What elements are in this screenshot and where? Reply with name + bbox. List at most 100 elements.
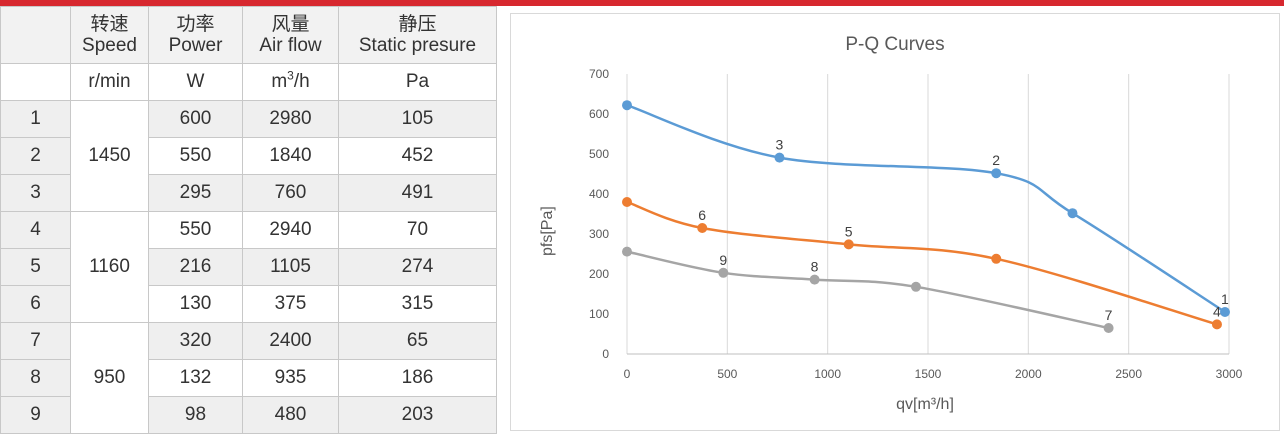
static-cell: 70 bbox=[338, 211, 497, 249]
unit-speed: r/min bbox=[70, 63, 149, 101]
static-cell: 203 bbox=[338, 396, 497, 434]
unit-power: W bbox=[148, 63, 243, 101]
y-tick-label: 300 bbox=[589, 227, 609, 241]
header-speed: 转速 Speed bbox=[70, 6, 149, 64]
speed-group-cell: 1160 bbox=[70, 211, 149, 323]
airflow-cell: 935 bbox=[242, 359, 339, 397]
airflow-cell: 375 bbox=[242, 285, 339, 323]
series-1-point bbox=[1219, 307, 1230, 317]
row-index: 3 bbox=[0, 174, 71, 212]
table-row: 1 1450 600 2980 105 bbox=[0, 100, 497, 212]
header-airflow: 风量 Air flow bbox=[242, 6, 339, 64]
table-header-row: 转速 Speed 功率 Power 风量 Air flow 静压 Static pres… bbox=[0, 6, 497, 64]
series-1-line bbox=[626, 104, 1226, 314]
y-tick-label: 200 bbox=[589, 267, 609, 281]
x-tick-label: 500 bbox=[717, 367, 737, 381]
point-label: 6 bbox=[698, 207, 706, 223]
table-row: 7 950 320 2400 65 bbox=[0, 322, 497, 434]
header-static-pressure: 静压 Static presure bbox=[338, 6, 497, 64]
table-row: 2 550 1840 452 bbox=[0, 137, 497, 175]
series-3-point bbox=[622, 246, 632, 257]
row-index: 1 bbox=[0, 100, 71, 138]
airflow-cell: 2940 bbox=[242, 211, 339, 249]
airflow-cell: 1105 bbox=[242, 248, 339, 286]
series-2-point bbox=[843, 239, 854, 250]
x-tick-label: 1500 bbox=[915, 367, 942, 381]
row-index: 8 bbox=[0, 359, 71, 397]
speed-group-cell: 1450 bbox=[70, 100, 149, 212]
point-label: 4 bbox=[1213, 303, 1221, 319]
unit-index bbox=[0, 63, 71, 101]
speed-group-cell: 950 bbox=[70, 322, 149, 434]
power-cell: 98 bbox=[148, 396, 243, 434]
static-cell: 491 bbox=[338, 174, 497, 212]
x-tick-label: 2000 bbox=[1015, 367, 1042, 381]
series-3-point bbox=[1103, 323, 1114, 333]
point-label: 8 bbox=[811, 259, 819, 275]
x-axis-title: qv[m³/h] bbox=[896, 396, 954, 413]
unit-static: Pa bbox=[338, 63, 497, 101]
static-cell: 65 bbox=[338, 322, 497, 360]
series-1-point bbox=[991, 168, 1002, 179]
table-units-row: r/min W m3/h Pa bbox=[0, 63, 497, 101]
airflow-cell: 760 bbox=[242, 174, 339, 212]
x-tick-label: 1000 bbox=[814, 367, 841, 381]
point-label: 2 bbox=[992, 152, 1000, 168]
point-label: 1 bbox=[1221, 291, 1229, 307]
series-2-point bbox=[1211, 319, 1222, 330]
header-index bbox=[0, 6, 71, 64]
x-tick-label: 3000 bbox=[1216, 367, 1243, 381]
power-cell: 216 bbox=[148, 248, 243, 286]
series-3-point bbox=[718, 267, 729, 278]
x-tick-label: 2500 bbox=[1115, 367, 1142, 381]
series-1-point bbox=[1067, 208, 1078, 219]
table-row: 6 130 375 315 bbox=[0, 285, 497, 323]
spec-table: 转速 Speed 功率 Power 风量 Air flow 静压 Static pres… bbox=[0, 6, 497, 434]
row-index: 7 bbox=[0, 322, 71, 360]
series-3-line bbox=[626, 250, 1109, 330]
static-cell: 186 bbox=[338, 359, 497, 397]
table-row: 3 295 760 491 bbox=[0, 174, 497, 212]
row-index: 2 bbox=[0, 137, 71, 175]
series-1-point bbox=[774, 152, 785, 163]
power-cell: 320 bbox=[148, 322, 243, 360]
power-cell: 295 bbox=[148, 174, 243, 212]
y-tick-label: 700 bbox=[589, 67, 609, 81]
chart-title: P-Q Curves bbox=[845, 34, 945, 55]
table-row: 9 98 480 203 bbox=[0, 396, 497, 434]
unit-airflow: m3/h bbox=[242, 63, 339, 101]
point-label: 9 bbox=[719, 252, 727, 268]
series-3-point bbox=[910, 281, 921, 292]
table-row: 8 132 935 186 bbox=[0, 359, 497, 397]
row-index: 6 bbox=[0, 285, 71, 323]
static-cell: 452 bbox=[338, 137, 497, 175]
static-cell: 105 bbox=[338, 100, 497, 138]
power-cell: 130 bbox=[148, 285, 243, 323]
power-cell: 132 bbox=[148, 359, 243, 397]
airflow-cell: 480 bbox=[242, 396, 339, 434]
y-tick-label: 100 bbox=[589, 307, 609, 321]
row-index: 5 bbox=[0, 248, 71, 286]
row-index: 4 bbox=[0, 211, 71, 249]
y-tick-label: 500 bbox=[589, 147, 609, 161]
y-tick-label: 0 bbox=[602, 347, 609, 361]
table-row: 4 1160 550 2940 70 bbox=[0, 211, 497, 323]
series-2-point bbox=[991, 253, 1002, 264]
pq-chart: P-Q Curves pfs[Pa] qv[m³/h] 0 100 200 300 40… bbox=[510, 13, 1280, 431]
row-index: 9 bbox=[0, 396, 71, 434]
airflow-cell: 1840 bbox=[242, 137, 339, 175]
series-2-point bbox=[622, 197, 632, 207]
header-power: 功率 Power bbox=[148, 6, 243, 64]
top-accent-bar bbox=[0, 0, 1284, 6]
series-2-point bbox=[697, 223, 708, 233]
series-1-point bbox=[622, 100, 632, 111]
static-cell: 274 bbox=[338, 248, 497, 286]
point-label: 7 bbox=[1105, 307, 1113, 323]
airflow-cell: 2980 bbox=[242, 100, 339, 138]
table-row: 5 216 1105 274 bbox=[0, 248, 497, 286]
y-tick-label: 400 bbox=[589, 187, 609, 201]
airflow-cell: 2400 bbox=[242, 322, 339, 360]
y-tick-label: 600 bbox=[589, 107, 609, 121]
power-cell: 550 bbox=[148, 137, 243, 175]
